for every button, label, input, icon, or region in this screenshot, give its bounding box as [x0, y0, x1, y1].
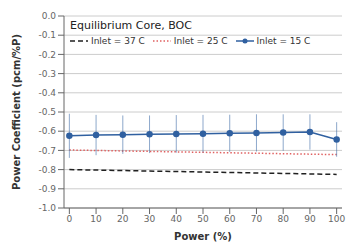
svg-text:0: 0 — [66, 214, 72, 224]
svg-text:-0.6: -0.6 — [38, 126, 56, 136]
svg-text:10: 10 — [90, 214, 102, 224]
html-text:Equilibrium Core, BOC: Equilibrium Core, BOC — [70, 19, 192, 32]
svg-text:80: 80 — [277, 214, 289, 224]
svg-text:30: 30 — [144, 214, 156, 224]
svg-text:-0.2: -0.2 — [38, 50, 56, 60]
svg-text:Power Coefficient (pcm/%P): Power Coefficient (pcm/%P) — [11, 34, 22, 190]
svg-text:-0.4: -0.4 — [38, 88, 56, 98]
svg-text:-0.7: -0.7 — [38, 146, 56, 156]
svg-text:-0.1: -0.1 — [38, 30, 56, 40]
svg-text:60: 60 — [224, 214, 236, 224]
html-text:Inlet = 15 C: Inlet = 15 C — [256, 36, 311, 46]
svg-text:-0.3: -0.3 — [38, 69, 56, 79]
svg-text:90: 90 — [304, 214, 316, 224]
svg-text:70: 70 — [251, 214, 263, 224]
svg-text:50: 50 — [197, 214, 209, 224]
svg-text:-1.0: -1.0 — [38, 203, 56, 213]
svg-text:-0.8: -0.8 — [38, 165, 56, 175]
svg-text:-0.9: -0.9 — [38, 184, 56, 194]
svg-text:20: 20 — [117, 214, 129, 224]
svg-text:Power (%): Power (%) — [174, 231, 232, 242]
html-text:Inlet = 37 C: Inlet = 37 C — [91, 36, 145, 46]
svg-text:-0.5: -0.5 — [38, 107, 56, 117]
svg-text:0.0: 0.0 — [42, 11, 57, 21]
svg-text:40: 40 — [171, 214, 183, 224]
svg-text:100: 100 — [328, 214, 345, 224]
html-text:Inlet = 25 C: Inlet = 25 C — [173, 36, 228, 46]
